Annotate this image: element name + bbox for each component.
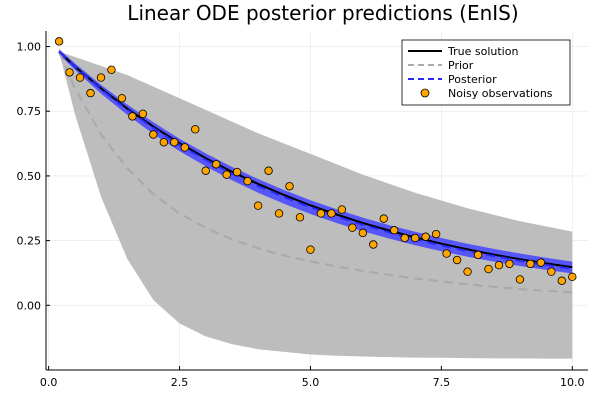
observation-point bbox=[484, 264, 493, 274]
x-axis-ticks: 0.0 2.5 5.0 7.5 10.0 bbox=[40, 366, 585, 389]
observation-point bbox=[295, 213, 305, 222]
observation-point bbox=[390, 226, 399, 235]
y-tick-label: 0.25 bbox=[17, 235, 42, 248]
observation-point bbox=[494, 260, 504, 270]
observation-point bbox=[463, 267, 472, 276]
observation-point bbox=[170, 138, 179, 147]
observation-point bbox=[86, 88, 95, 98]
observation-point bbox=[243, 176, 252, 186]
observation-point bbox=[515, 275, 525, 284]
y-tick-label: 1.00 bbox=[17, 41, 42, 54]
observation-point bbox=[348, 223, 357, 232]
observation-point bbox=[285, 182, 294, 191]
legend-label-true-solution: True solution bbox=[447, 45, 518, 58]
legend-label-prior: Prior bbox=[448, 59, 474, 72]
legend-swatch-noisy-observations bbox=[420, 88, 430, 98]
y-tick-label: 0.75 bbox=[17, 105, 42, 118]
observation-point bbox=[557, 276, 567, 285]
observation-point bbox=[306, 245, 315, 254]
observation-point bbox=[369, 240, 378, 249]
observation-point bbox=[358, 228, 368, 238]
observation-point bbox=[232, 167, 242, 177]
observation-point bbox=[149, 130, 158, 139]
observation-point bbox=[128, 112, 137, 121]
x-tick-label: 0.0 bbox=[40, 376, 58, 389]
observation-point bbox=[107, 65, 116, 75]
observation-point bbox=[211, 160, 221, 169]
axes bbox=[45, 31, 588, 371]
observation-point bbox=[442, 249, 451, 258]
x-tick-label: 10.0 bbox=[560, 376, 585, 389]
observation-point bbox=[473, 250, 483, 260]
observation-point bbox=[547, 267, 556, 276]
observation-point bbox=[274, 209, 284, 218]
x-tick-label: 5.0 bbox=[302, 376, 320, 389]
observation-point bbox=[191, 125, 200, 134]
observation-point bbox=[96, 73, 106, 82]
y-axis-ticks: 0.00 0.25 0.50 0.75 1.00 bbox=[17, 41, 50, 312]
observation-point bbox=[452, 255, 462, 265]
x-tick-label: 7.5 bbox=[433, 376, 451, 389]
observation-point bbox=[337, 205, 347, 214]
observation-point bbox=[75, 73, 85, 82]
observation-point bbox=[54, 37, 64, 46]
legend-label-posterior: Posterior bbox=[448, 73, 497, 86]
observation-point bbox=[505, 259, 514, 269]
observation-points bbox=[54, 37, 577, 285]
observation-point bbox=[253, 201, 263, 210]
y-tick-label: 0.00 bbox=[17, 299, 42, 312]
observation-point bbox=[159, 138, 169, 147]
observation-point bbox=[180, 143, 189, 152]
observation-point bbox=[222, 170, 231, 179]
prior-line bbox=[58, 51, 573, 294]
observation-point bbox=[117, 94, 127, 103]
observation-point bbox=[410, 233, 420, 243]
x-tick-label: 2.5 bbox=[171, 376, 189, 389]
observation-point bbox=[379, 214, 388, 223]
observation-point bbox=[526, 259, 535, 269]
observation-point bbox=[400, 233, 409, 243]
observation-point bbox=[421, 232, 430, 241]
observation-point bbox=[431, 229, 441, 239]
observation-point bbox=[327, 209, 336, 218]
legend-label-noisy-observations: Noisy observations bbox=[448, 87, 553, 100]
observation-point bbox=[264, 166, 273, 175]
observation-point bbox=[201, 166, 210, 175]
observation-point bbox=[316, 209, 326, 218]
observation-point bbox=[138, 109, 148, 119]
chart-title: Linear ODE posterior predictions (EnIS) bbox=[127, 1, 518, 25]
y-tick-label: 0.50 bbox=[17, 170, 42, 183]
observation-point bbox=[536, 258, 546, 267]
observation-point bbox=[65, 68, 74, 77]
observation-point bbox=[568, 272, 577, 282]
